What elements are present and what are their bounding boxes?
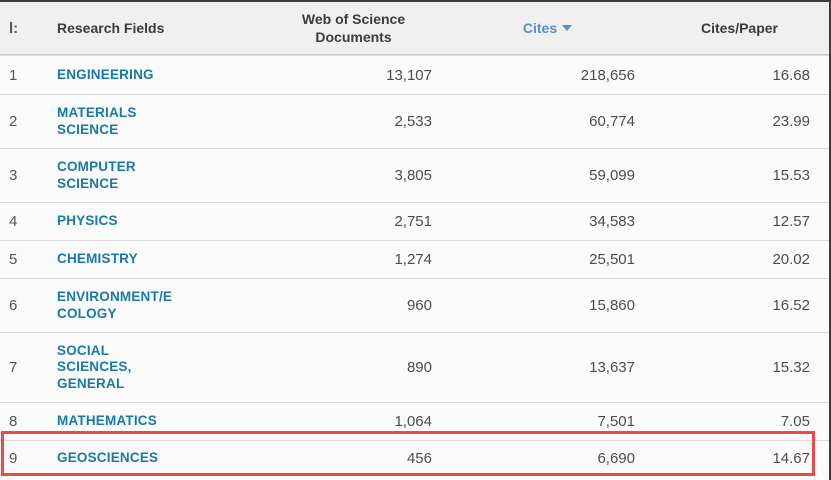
cites-header-label: Cites xyxy=(522,20,558,36)
table-row-engineering: 1 ENGINEERING 13,107 218,656 16.68 xyxy=(0,55,829,94)
cites-value: 60,774 xyxy=(589,113,635,130)
cites-value: 6,690 xyxy=(597,450,635,467)
cites-per-paper-value: 23.99 xyxy=(772,113,810,130)
documents-value: 1,064 xyxy=(394,413,432,430)
research-field-link[interactable]: GEOSCIENCES xyxy=(57,450,159,466)
documents-value: 2,533 xyxy=(394,113,432,130)
research-field-link[interactable]: COMPUTER SCIENCE xyxy=(57,159,136,191)
cites-per-paper-value: 20.02 xyxy=(772,251,810,268)
research-field-link[interactable]: ENGINEERING xyxy=(57,66,154,82)
cites-value: 59,099 xyxy=(589,167,635,184)
documents-value: 13,107 xyxy=(386,66,432,84)
documents-value: 960 xyxy=(406,297,432,314)
table-row-physics: 4 PHYSICS 2,751 34,583 12.57 xyxy=(0,202,829,240)
table-row-mathematics: 8 MATHEMATICS 1,064 7,501 7.05 xyxy=(0,402,829,440)
rank-cell: 1 xyxy=(9,66,18,84)
rank-cell: 7 xyxy=(9,359,18,376)
rank-cell: 6 xyxy=(9,297,18,314)
cites-per-paper-value: 12.57 xyxy=(772,213,810,230)
column-header-wos-documents[interactable]: Web of Science Documents xyxy=(301,10,406,45)
corner-label: l: xyxy=(9,19,19,37)
cites-per-paper-value: 7.05 xyxy=(780,413,810,430)
documents-value: 3,805 xyxy=(394,167,432,184)
documents-value: 2,751 xyxy=(394,213,432,230)
research-field-link[interactable]: MATHEMATICS xyxy=(57,413,157,429)
cites-value: 7,501 xyxy=(597,413,635,430)
rank-cell: 3 xyxy=(9,167,18,184)
sort-descending-icon[interactable] xyxy=(562,25,573,31)
research-field-link[interactable]: MATERIALS SCIENCE xyxy=(57,105,137,137)
table-row-chemistry: 5 CHEMISTRY 1,274 25,501 20.02 xyxy=(0,240,829,278)
rank-cell: 9 xyxy=(9,450,18,467)
documents-value: 456 xyxy=(406,450,432,467)
cites-per-paper-value: 16.52 xyxy=(772,297,810,314)
research-field-link[interactable]: CHEMISTRY xyxy=(57,251,138,267)
documents-value: 1,274 xyxy=(394,251,432,268)
cites-value: 13,637 xyxy=(589,359,635,376)
research-field-link[interactable]: ENVIRONMENT/E COLOGY xyxy=(57,289,173,321)
research-field-link[interactable]: SOCIAL SCIENCES, GENERAL xyxy=(57,342,132,391)
table-row-social-sciences: 7 SOCIAL SCIENCES, GENERAL 890 13,637 15… xyxy=(0,332,829,402)
rank-cell: 5 xyxy=(9,251,18,268)
cites-per-paper-value: 15.53 xyxy=(772,167,810,184)
rank-cell: 2 xyxy=(9,113,18,130)
cites-value: 15,860 xyxy=(589,297,635,314)
column-header-research-fields[interactable]: Research Fields xyxy=(57,20,165,36)
cites-value: 34,583 xyxy=(589,213,635,230)
research-field-link[interactable]: PHYSICS xyxy=(57,213,118,229)
cites-per-paper-value: 15.32 xyxy=(772,359,810,376)
table-row-geosciences: 9 GEOSCIENCES 456 6,690 14.67 xyxy=(0,440,829,476)
cites-value: 218,656 xyxy=(580,66,635,84)
table-header-row: l: Research Fields Web of Science Docume… xyxy=(0,2,829,55)
table-row-materials-science: 2 MATERIALS SCIENCE 2,533 60,774 23.99 xyxy=(0,94,829,148)
table-row-environment-ecology: 6 ENVIRONMENT/E COLOGY 960 15,860 16.52 xyxy=(0,278,829,332)
table-row-computer-science: 3 COMPUTER SCIENCE 3,805 59,099 15.53 xyxy=(0,148,829,202)
rank-cell: 8 xyxy=(9,413,18,430)
cites-per-paper-value: 14.67 xyxy=(772,450,810,467)
documents-value: 890 xyxy=(406,359,432,376)
column-header-cites[interactable]: Cites xyxy=(445,20,650,36)
cites-per-paper-value: 16.68 xyxy=(772,66,810,84)
column-header-cites-per-paper[interactable]: Cites/Paper xyxy=(700,20,779,36)
rank-cell: 4 xyxy=(9,213,18,230)
cites-value: 25,501 xyxy=(589,251,635,268)
